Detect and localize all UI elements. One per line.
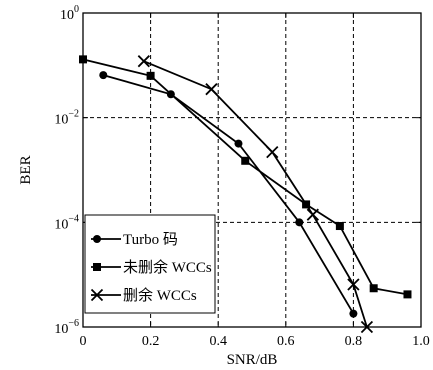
square-marker — [93, 263, 101, 271]
y-tick-label: 100 — [60, 4, 79, 23]
y-tick-label: 10−2 — [54, 109, 79, 128]
square-marker — [403, 290, 412, 299]
x-marker — [90, 288, 104, 302]
circle-marker — [295, 218, 304, 227]
x-marker — [137, 55, 150, 68]
legend-label: 未删余 WCCs — [123, 258, 212, 276]
series-line — [143, 60, 368, 328]
square-marker — [369, 284, 378, 293]
square-marker — [335, 222, 344, 231]
legend-entry: 删余 WCCs — [90, 286, 197, 304]
square-marker — [146, 71, 155, 80]
circle-marker — [99, 71, 108, 80]
circle-marker — [234, 139, 243, 148]
y-axis-label: BER — [18, 155, 34, 184]
legend-entry: 未删余 WCCs — [91, 258, 212, 276]
x-tick-label: 0.4 — [209, 334, 227, 349]
x-marker — [347, 278, 360, 291]
legend-entry: Turbo 码 — [91, 231, 178, 248]
x-tick-label: 0.2 — [142, 334, 160, 349]
x-tick-label: 0.8 — [345, 334, 363, 349]
x-marker — [266, 145, 279, 159]
circle-marker — [93, 235, 101, 243]
square-marker — [241, 156, 250, 165]
x-tick-label: 1.0 — [412, 334, 430, 349]
legend-label: 删余 WCCs — [123, 286, 197, 304]
legend-label: Turbo 码 — [123, 231, 178, 248]
x-axis-label: SNR/dB — [227, 352, 278, 368]
plot-frame — [82, 12, 422, 328]
x-marker — [205, 83, 218, 96]
y-tick-label: 10−4 — [54, 213, 79, 232]
x-tick-label: 0 — [80, 334, 87, 349]
x-marker — [306, 208, 319, 221]
circle-marker — [349, 309, 358, 318]
x-tick-label: 0.6 — [277, 334, 295, 349]
legend-box — [84, 214, 216, 314]
y-tick-label: 10−6 — [54, 318, 79, 337]
axis-ticks: 0 0.2 0.4 0.6 0.8 1.0 100 10−2 10−4 10−6 — [54, 4, 429, 349]
